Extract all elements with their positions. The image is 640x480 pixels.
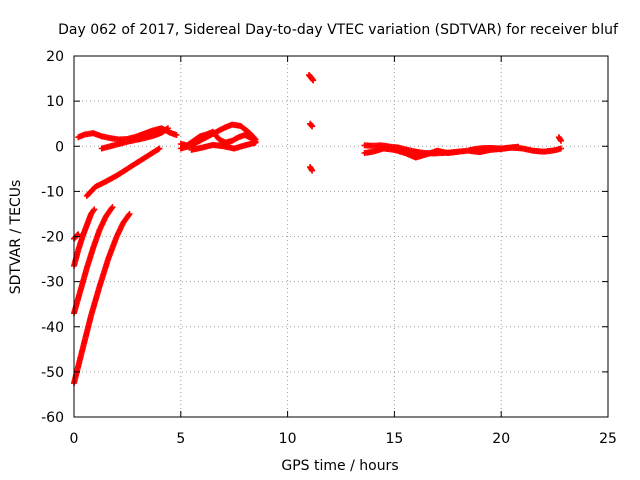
y-axis-label: SDTVAR / TECUs: [8, 180, 24, 295]
y-tick-label: -20: [41, 230, 64, 246]
series-arc-l: [307, 120, 316, 130]
data-points: [71, 71, 565, 387]
data-point: [164, 125, 171, 132]
y-tick-label: -40: [41, 320, 64, 336]
series-arc-o: [361, 145, 462, 161]
data-point: [163, 125, 170, 132]
series-arc-k: [305, 71, 317, 84]
y-tick-label: -30: [41, 275, 64, 291]
y-tick-label: -50: [41, 365, 64, 381]
y-tick-label: 0: [55, 139, 64, 155]
x-tick-label: 15: [385, 431, 403, 447]
data-point: [558, 145, 565, 152]
grid: [74, 56, 608, 417]
data-point: [455, 148, 462, 155]
data-point: [173, 131, 180, 138]
data-point: [156, 145, 163, 152]
x-tick-label: 5: [176, 431, 185, 447]
y-tick-label: 20: [46, 49, 64, 65]
y-tick-label: -60: [41, 410, 64, 426]
data-point: [558, 137, 565, 144]
y-tick-label: -10: [41, 184, 64, 200]
data-point: [90, 207, 97, 214]
data-point: [310, 77, 317, 84]
series-arc-i: [177, 121, 259, 152]
series-arc-c: [71, 204, 116, 317]
x-tick-label: 10: [279, 431, 297, 447]
data-point: [108, 205, 115, 212]
chart-title: Day 062 of 2017, Sidereal Day-to-day VTE…: [58, 22, 619, 38]
series-arc-q: [555, 134, 565, 144]
data-point: [155, 146, 162, 153]
series-arc-f: [75, 125, 180, 143]
x-tick-label: 25: [599, 431, 617, 447]
data-point: [126, 210, 133, 217]
x-tick-label: 0: [70, 431, 79, 447]
series-arc-e: [83, 145, 163, 199]
series-arc-p: [466, 144, 565, 156]
data-point: [309, 167, 316, 174]
series-arc-g: [98, 125, 171, 152]
axis-ticks: 0 5 10 15 20 25 -60 -50 -40 -30 -20 -10 0 10 20: [41, 49, 617, 447]
data-point: [309, 123, 316, 130]
data-point: [252, 139, 259, 146]
x-tick-label: 20: [492, 431, 510, 447]
series-arc-m: [307, 164, 316, 174]
x-axis-label: GPS time / hours: [281, 458, 398, 474]
data-point: [125, 212, 132, 219]
y-tick-label: 10: [46, 94, 64, 110]
series-arc-j: [188, 139, 259, 153]
data-point: [109, 204, 116, 211]
data-point: [91, 206, 98, 213]
series-arc-d: [71, 210, 133, 387]
